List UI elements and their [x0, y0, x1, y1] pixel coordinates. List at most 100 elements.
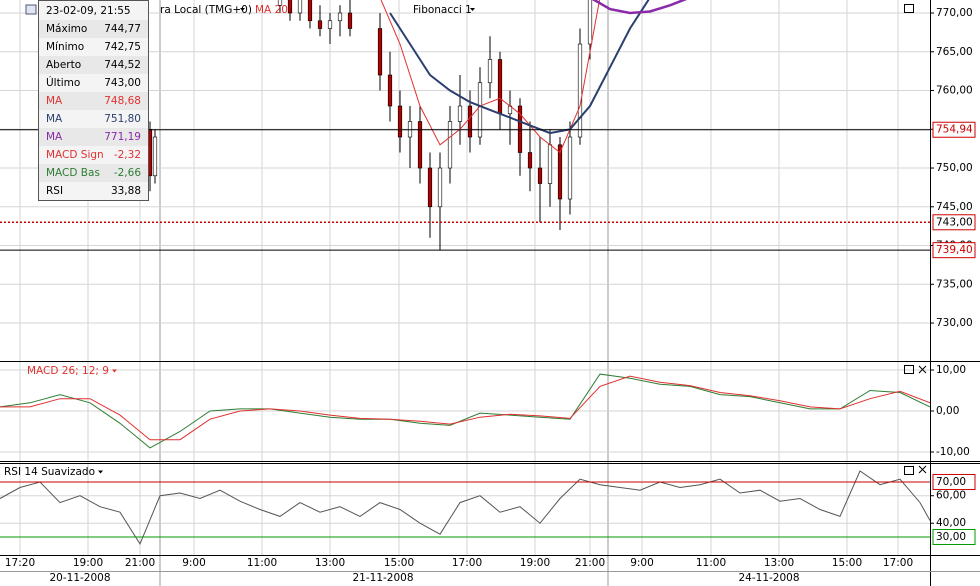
x-tick-label: 9:00	[182, 557, 206, 569]
tooltip-label: MACD Sign	[46, 149, 104, 161]
candle-body	[477, 82, 483, 138]
candle-body	[587, 0, 593, 45]
x-tick-label: 17:20	[5, 557, 35, 569]
tooltip-row-bg	[39, 164, 148, 182]
indicator-line	[0, 470, 930, 545]
candle	[387, 51, 393, 122]
candle-body	[567, 136, 573, 200]
tooltip-value: 742,75	[104, 41, 141, 53]
toolbar-item[interactable]: Fibonacci 1	[413, 4, 472, 16]
tooltip-label: MACD Bas	[46, 167, 100, 179]
y-tick-label: 10,00	[936, 364, 966, 376]
marks	[0, 0, 930, 545]
tooltip-label: Último	[46, 76, 80, 89]
price-label: 739,40	[936, 244, 973, 256]
tooltip-value: 751,80	[104, 113, 141, 125]
candle-body	[397, 105, 403, 138]
candle	[152, 129, 158, 184]
pane-title[interactable]: RSI 14 Suavizado	[4, 466, 95, 478]
tooltip-label: RSI	[46, 185, 63, 197]
tooltip-row-bg	[39, 20, 148, 38]
labels: 17:20 19:00 21:00 9:00 11:00 13:00 15:00 17:00 1…	[4, 7, 976, 584]
candle	[347, 0, 353, 37]
x-tick-label: 15:00	[832, 557, 862, 569]
y-tick-label: 735,00	[936, 278, 973, 290]
tooltip-value: 744,52	[104, 59, 141, 71]
price-label: 30,00	[936, 531, 966, 543]
candle	[307, 0, 313, 29]
candle-body	[377, 28, 383, 76]
indicator-line	[0, 373, 930, 449]
candle-body	[457, 105, 463, 122]
tooltip-header: 23-02-09, 21:55	[46, 5, 131, 17]
candle	[417, 106, 423, 184]
candle-body	[537, 167, 543, 184]
price-label: 70,00	[936, 476, 966, 488]
tooltip-label: Mínimo	[46, 41, 84, 53]
indicator-line	[0, 375, 930, 441]
x-tick-label: 15:00	[384, 557, 414, 569]
tooltip-label: MA	[46, 131, 63, 143]
dropdown-arrow[interactable]	[470, 8, 475, 11]
toolbar-icon[interactable]	[25, 4, 37, 15]
candle	[427, 152, 433, 238]
candle-body	[347, 12, 353, 29]
candle-body	[447, 121, 453, 169]
indicator-line	[380, 0, 601, 154]
dropdown-arrow[interactable]	[240, 8, 245, 11]
tooltip-value: 748,68	[104, 95, 141, 107]
candle-body	[497, 59, 503, 115]
x-tick-label: 13:00	[764, 557, 794, 569]
candle-body	[427, 167, 433, 208]
candle	[467, 90, 473, 153]
candle	[537, 137, 543, 223]
y-tick-label: 765,00	[936, 46, 973, 58]
x-tick-label: 17:00	[883, 557, 913, 569]
candle-body	[327, 20, 333, 29]
candle	[287, 0, 293, 21]
dropdown-arrow[interactable]	[98, 470, 104, 474]
x-tick-label: 13:00	[315, 557, 345, 569]
dropdown-arrow[interactable]	[111, 369, 117, 373]
y-tick-label: 60,00	[936, 490, 966, 502]
candle	[397, 90, 403, 153]
date-label: 24-11-2008	[738, 572, 799, 584]
tooltip: 23-02-09, 21:55 Máximo 744,77 Mínimo 742,75…	[38, 0, 149, 201]
candle-body	[527, 152, 533, 169]
candle	[277, 0, 283, 14]
tooltip-value: 33,88	[111, 185, 141, 197]
candle	[457, 75, 463, 145]
x-tick-label: 21:00	[125, 557, 155, 569]
pane-title[interactable]: MACD 26; 12; 9	[27, 365, 109, 377]
tooltip-value: -2,32	[114, 149, 141, 161]
tooltip-label: Máximo	[46, 23, 87, 35]
y-tick-label: 760,00	[936, 85, 973, 97]
candle-body	[437, 167, 443, 208]
toolbar: ra Local (TMG+0) MA 20 Fibonacci 1	[25, 4, 475, 16]
indicator-line	[591, 0, 688, 15]
candle-body	[317, 20, 323, 29]
tooltip-label: Aberto	[46, 59, 81, 71]
x-tick-label: 19:00	[73, 557, 103, 569]
candle-body	[297, 0, 303, 14]
candle-body	[307, 0, 313, 22]
x-tick-label: 19:00	[520, 557, 550, 569]
candle-body	[467, 105, 473, 138]
candle-body	[487, 59, 493, 84]
candle	[377, 13, 383, 91]
toolbar-item[interactable]: MA 20	[255, 4, 288, 16]
toolbar-item[interactable]: ra Local (TMG+0)	[160, 4, 252, 16]
price-label: 754,94	[936, 124, 973, 136]
tooltip-row-bg	[39, 92, 148, 110]
candle	[577, 28, 583, 145]
tooltip-row-bg	[39, 56, 148, 74]
tooltip-value: -2,66	[114, 167, 141, 179]
candle-body	[577, 43, 583, 138]
y-tick-label: -10,00	[936, 446, 970, 458]
date-label: 20-11-2008	[49, 572, 110, 584]
candle	[437, 152, 443, 251]
candle	[337, 5, 343, 37]
price-label-box	[932, 528, 976, 545]
candle-body	[337, 12, 343, 22]
